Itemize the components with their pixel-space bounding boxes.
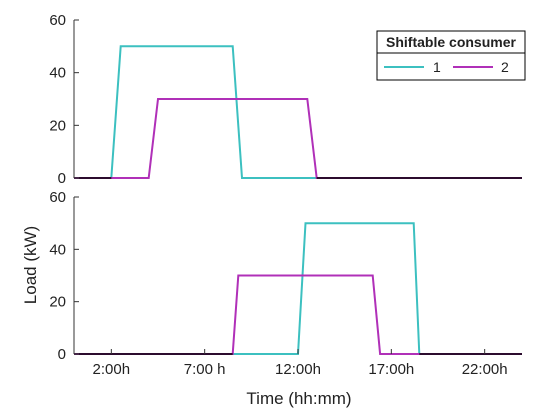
- chart-panels: 0 20 40 60 0 20 40 60 2:00h 7:00 h 12:00h 17:00h 22:…: [49, 12, 522, 378]
- y-tick-label: 0: [58, 170, 66, 187]
- y-axis-title: Load (kW): [21, 226, 40, 304]
- y-tick-label: 0: [58, 346, 66, 363]
- legend: Shiftable consumer 1 2: [376, 30, 526, 81]
- y-tick-label: 60: [49, 12, 66, 29]
- series-1-line-panel-2: [74, 222, 522, 355]
- legend-title: Shiftable consumer: [386, 34, 516, 50]
- x-axis-title: Time (hh:mm): [246, 389, 351, 408]
- legend-box: [376, 30, 526, 81]
- x-tick-label: 12:00h: [275, 361, 321, 378]
- legend-label-series-2: 2: [501, 59, 509, 75]
- panel-2: 0 20 40 60 2:00h 7:00 h 12:00h 17:00h 22:00h: [49, 189, 522, 378]
- y-tick-label: 60: [49, 189, 66, 206]
- x-tick-label: 2:00h: [93, 361, 131, 378]
- x-tick-label: 17:00h: [368, 361, 414, 378]
- legend-label-series-1: 1: [433, 59, 441, 75]
- y-tick-label: 20: [49, 117, 66, 134]
- x-tick-label: 22:00h: [462, 361, 508, 378]
- x-tick-label: 7:00 h: [184, 361, 226, 378]
- panel-1: 0 20 40 60: [49, 12, 522, 187]
- y-tick-label: 40: [49, 241, 66, 258]
- y-tick-label: 40: [49, 65, 66, 82]
- y-tick-label: 20: [49, 294, 66, 311]
- series-2-line-panel-1: [74, 98, 522, 179]
